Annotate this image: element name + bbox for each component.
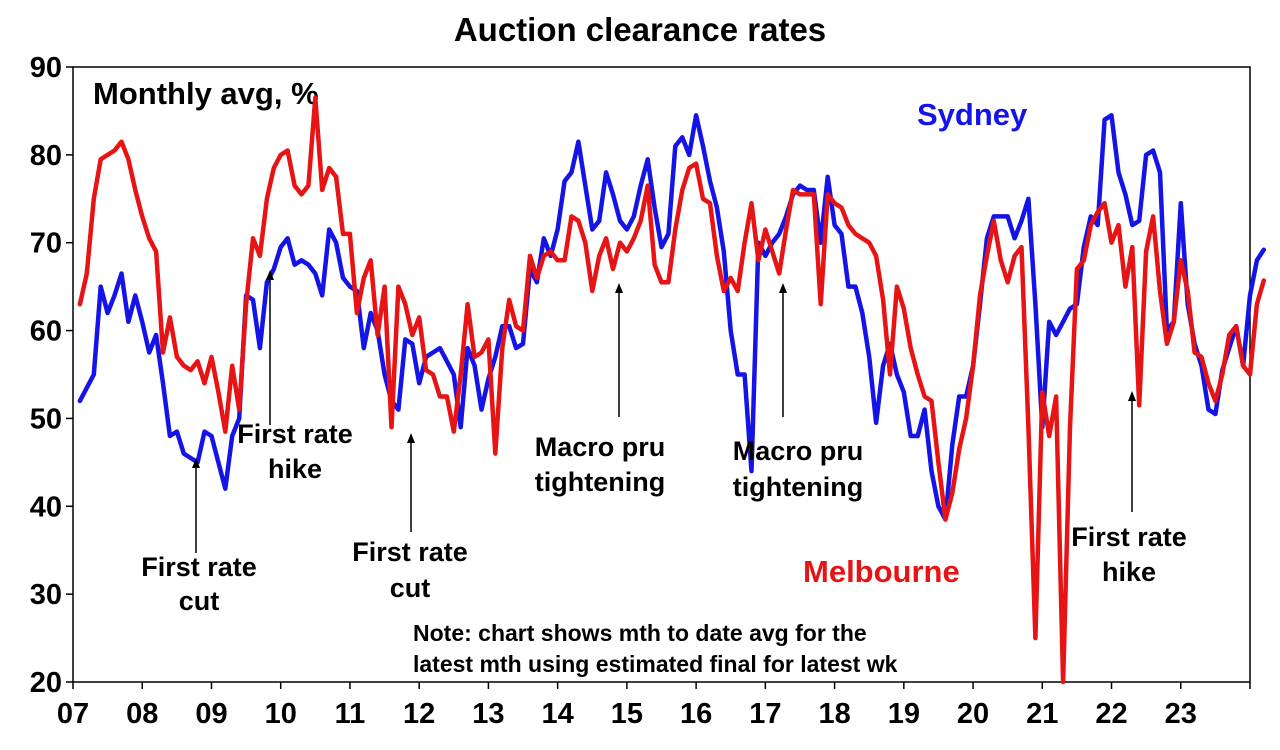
annotation-arrowhead-1 bbox=[192, 458, 200, 468]
x-axis: 07 08 09 10 11 12 13 14 15 16 17 18 19 20 21 22 23 bbox=[57, 682, 1251, 730]
y-tick-label: 20 bbox=[30, 667, 62, 699]
annotation-4-line1: Macro pru bbox=[535, 432, 666, 462]
annotation-1-line1: First rate bbox=[141, 552, 257, 582]
x-tick-label: 14 bbox=[542, 698, 574, 730]
y-tick-label: 70 bbox=[30, 228, 62, 260]
annotation-arrowhead-3 bbox=[407, 433, 415, 443]
annotation-5-line2: tightening bbox=[733, 472, 863, 502]
annotation-arrowhead-5 bbox=[779, 283, 787, 293]
x-tick-label: 11 bbox=[335, 698, 366, 730]
x-tick-label: 07 bbox=[57, 698, 89, 730]
x-tick-label: 13 bbox=[472, 698, 504, 730]
x-tick-label: 08 bbox=[126, 698, 158, 730]
y-tick-label: 50 bbox=[30, 403, 62, 435]
y-tick-label: 90 bbox=[30, 52, 62, 84]
annotation-arrowhead-6 bbox=[1128, 391, 1136, 401]
x-tick-label: 18 bbox=[818, 698, 850, 730]
x-tick-label: 15 bbox=[611, 698, 643, 730]
annotation-arrowhead-4 bbox=[615, 283, 623, 293]
annotation-3-line2: cut bbox=[390, 573, 431, 603]
note-line-2: latest mth using estimated final for lat… bbox=[413, 651, 898, 677]
chart-title: Auction clearance rates bbox=[454, 11, 826, 48]
series-label-melbourne: Melbourne bbox=[803, 554, 960, 589]
annotation-arrowhead-2 bbox=[266, 270, 274, 280]
annotation-6-line1: First rate bbox=[1071, 522, 1187, 552]
y-tick-label: 40 bbox=[30, 491, 62, 523]
note-line-1: Note: chart shows mth to date avg for th… bbox=[413, 620, 867, 646]
x-tick-label: 21 bbox=[1026, 698, 1058, 730]
x-tick-label: 23 bbox=[1165, 698, 1197, 730]
x-tick-label: 22 bbox=[1095, 698, 1127, 730]
y-tick-label: 60 bbox=[30, 316, 62, 348]
annotation-6-line2: hike bbox=[1102, 557, 1156, 587]
series-layer bbox=[77, 95, 1267, 685]
unit-label: Monthly avg, % bbox=[93, 76, 319, 111]
x-tick-label: 17 bbox=[749, 698, 781, 730]
y-tick-label: 30 bbox=[30, 579, 62, 611]
x-tick-label: 16 bbox=[680, 698, 712, 730]
annotation-1-line2: cut bbox=[179, 586, 220, 616]
annotation-5-line1: Macro pru bbox=[733, 436, 864, 466]
annotations: First rate cut First rate hike First rat… bbox=[141, 270, 1187, 616]
x-tick-label: 12 bbox=[403, 698, 435, 730]
y-tick-label: 80 bbox=[30, 140, 62, 172]
x-tick-label: 10 bbox=[265, 698, 297, 730]
annotation-2-line1: First rate bbox=[237, 419, 353, 449]
annotation-4-line2: tightening bbox=[535, 467, 665, 497]
annotation-2-line2: hike bbox=[268, 454, 322, 484]
series-label-sydney: Sydney bbox=[917, 97, 1028, 132]
x-tick-label: 19 bbox=[888, 698, 920, 730]
annotation-3-line1: First rate bbox=[352, 537, 468, 567]
y-axis: 20 30 40 50 60 70 80 90 bbox=[30, 52, 73, 699]
series-line-sydney bbox=[77, 113, 1267, 522]
x-tick-label: 20 bbox=[957, 698, 989, 730]
series-line-melbourne bbox=[77, 95, 1267, 685]
x-tick-label: 09 bbox=[195, 698, 227, 730]
